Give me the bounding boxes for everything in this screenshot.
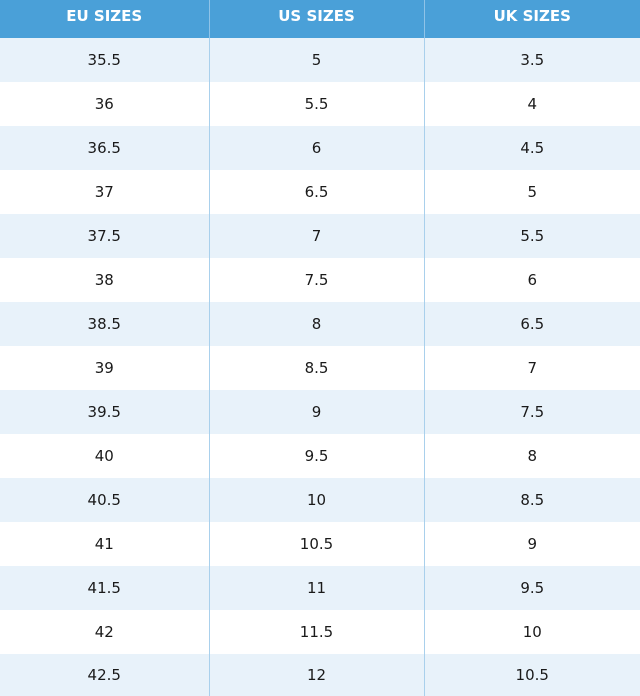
us-size-cell: 11.5 bbox=[208, 610, 424, 654]
table-row: 39 8.5 7 bbox=[0, 346, 640, 390]
us-size-cell: 9.5 bbox=[208, 434, 424, 478]
header-us-sizes: US SIZES bbox=[208, 0, 424, 38]
uk-size-cell: 8.5 bbox=[423, 478, 640, 522]
us-size-cell: 8.5 bbox=[208, 346, 424, 390]
eu-size-cell: 36 bbox=[0, 82, 209, 126]
table-row: 37 6.5 5 bbox=[0, 170, 640, 214]
us-size-cell: 7 bbox=[208, 214, 424, 258]
us-size-cell: 12 bbox=[208, 654, 424, 696]
eu-size-cell: 41 bbox=[0, 522, 209, 566]
us-size-cell: 7.5 bbox=[208, 258, 424, 302]
table-row: 40.5 10 8.5 bbox=[0, 478, 640, 522]
us-size-cell: 10 bbox=[208, 478, 424, 522]
us-size-cell: 10.5 bbox=[208, 522, 424, 566]
uk-size-cell: 4 bbox=[423, 82, 640, 126]
us-size-cell: 6.5 bbox=[208, 170, 424, 214]
eu-size-cell: 35.5 bbox=[0, 38, 209, 82]
uk-size-cell: 9.5 bbox=[423, 566, 640, 610]
us-size-cell: 6 bbox=[208, 126, 424, 170]
eu-size-cell: 42 bbox=[0, 610, 209, 654]
header-row: EU SIZES US SIZES UK SIZES bbox=[0, 0, 640, 38]
table-row: 41.5 11 9.5 bbox=[0, 566, 640, 610]
eu-size-cell: 37.5 bbox=[0, 214, 209, 258]
us-size-cell: 5 bbox=[208, 38, 424, 82]
uk-size-cell: 7.5 bbox=[423, 390, 640, 434]
uk-size-cell: 5.5 bbox=[423, 214, 640, 258]
eu-size-cell: 36.5 bbox=[0, 126, 209, 170]
uk-size-cell: 5 bbox=[423, 170, 640, 214]
uk-size-cell: 9 bbox=[423, 522, 640, 566]
eu-size-cell: 37 bbox=[0, 170, 209, 214]
table-body: 35.5 5 3.5 36 5.5 4 36.5 6 4.5 37 6.5 5 … bbox=[0, 38, 640, 696]
header-uk-sizes: UK SIZES bbox=[423, 0, 640, 38]
uk-size-cell: 10.5 bbox=[423, 654, 640, 696]
eu-size-cell: 42.5 bbox=[0, 654, 209, 696]
eu-size-cell: 40.5 bbox=[0, 478, 209, 522]
table-row: 38.5 8 6.5 bbox=[0, 302, 640, 346]
us-size-cell: 9 bbox=[208, 390, 424, 434]
uk-size-cell: 4.5 bbox=[423, 126, 640, 170]
table-row: 35.5 5 3.5 bbox=[0, 38, 640, 82]
table-row: 36.5 6 4.5 bbox=[0, 126, 640, 170]
us-size-cell: 11 bbox=[208, 566, 424, 610]
uk-size-cell: 6 bbox=[423, 258, 640, 302]
table-header: EU SIZES US SIZES UK SIZES bbox=[0, 0, 640, 38]
eu-size-cell: 39.5 bbox=[0, 390, 209, 434]
eu-size-cell: 38 bbox=[0, 258, 209, 302]
eu-size-cell: 41.5 bbox=[0, 566, 209, 610]
uk-size-cell: 6.5 bbox=[423, 302, 640, 346]
uk-size-cell: 3.5 bbox=[423, 38, 640, 82]
table-row: 38 7.5 6 bbox=[0, 258, 640, 302]
table-row: 40 9.5 8 bbox=[0, 434, 640, 478]
header-eu-sizes: EU SIZES bbox=[0, 0, 209, 38]
us-size-cell: 5.5 bbox=[208, 82, 424, 126]
table-row: 42.5 12 10.5 bbox=[0, 654, 640, 696]
uk-size-cell: 7 bbox=[423, 346, 640, 390]
table-row: 37.5 7 5.5 bbox=[0, 214, 640, 258]
table-row: 42 11.5 10 bbox=[0, 610, 640, 654]
table-row: 39.5 9 7.5 bbox=[0, 390, 640, 434]
table-row: 41 10.5 9 bbox=[0, 522, 640, 566]
us-size-cell: 8 bbox=[208, 302, 424, 346]
uk-size-cell: 10 bbox=[423, 610, 640, 654]
eu-size-cell: 39 bbox=[0, 346, 209, 390]
eu-size-cell: 40 bbox=[0, 434, 209, 478]
table-row: 36 5.5 4 bbox=[0, 82, 640, 126]
eu-size-cell: 38.5 bbox=[0, 302, 209, 346]
uk-size-cell: 8 bbox=[423, 434, 640, 478]
